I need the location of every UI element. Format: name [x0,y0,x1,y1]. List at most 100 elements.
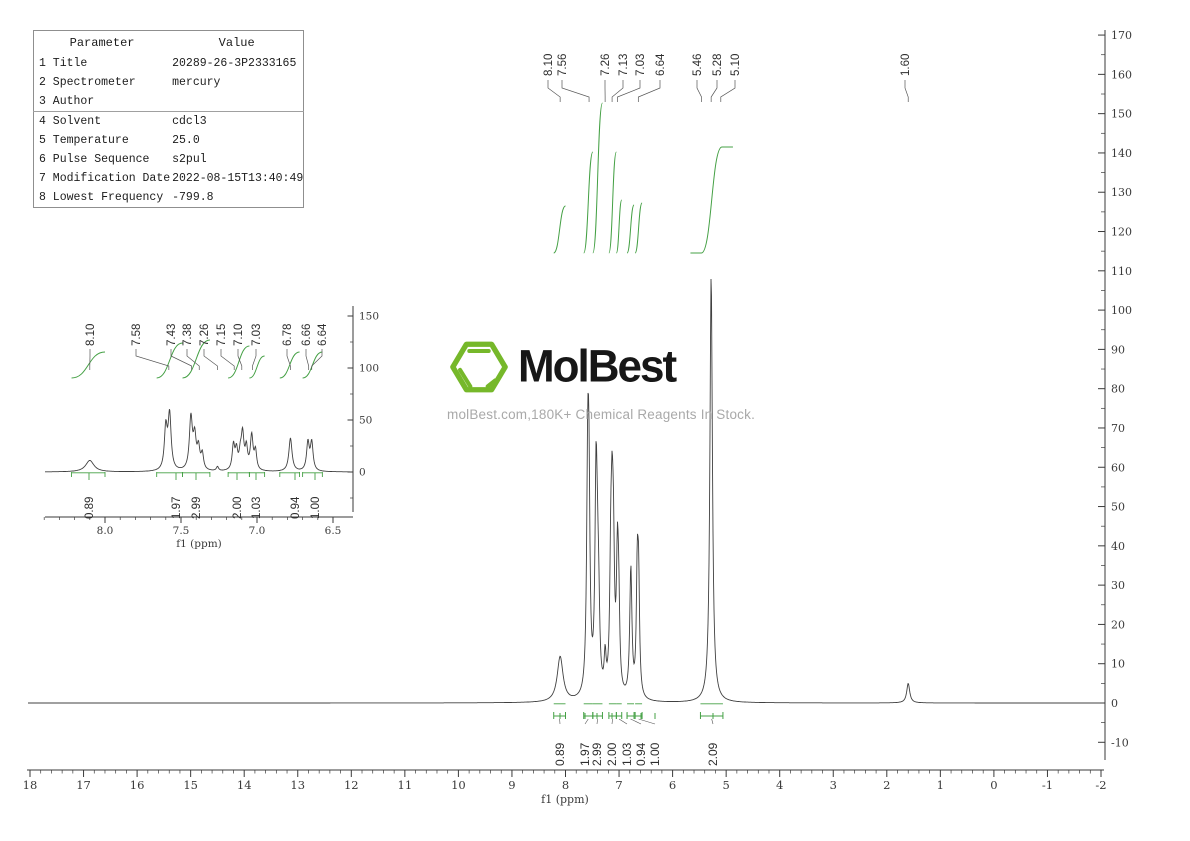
molbest-brand-text: MolBest [518,341,677,392]
main-x-tick-label: 14 [237,778,252,792]
main-integral-curve [690,146,733,254]
inset-spectrum-trace [45,409,350,473]
inset-peak-leader-line [311,349,323,370]
integral-leader-line [630,718,642,725]
main-integral-curve [626,204,635,254]
main-peak-leader-line [710,80,718,102]
inset-integral-label: 1.97 [171,497,183,519]
right-y-tick-label: 60 [1111,461,1125,474]
main-integral-label: 1.00 [648,742,662,766]
inset-y-tick-label: 100 [359,363,379,375]
param-name: 6 Pulse Sequence [39,153,150,166]
main-spectrum-trace [28,278,1100,704]
inset-integral-label: 0.89 [84,497,96,519]
main-peak-leader-line [561,80,590,102]
main-x-tick-label: 5 [722,778,729,792]
table-row: 6 Pulse Sequence s2pul [34,150,304,169]
right-y-tick-label: 110 [1111,265,1132,278]
main-peak-leader-line [547,80,561,102]
inset-peak-label: 6.78 [282,324,294,346]
main-peak-label: 7.03 [635,54,647,76]
right-y-tick-label: 120 [1111,226,1132,239]
inset-peak-leader-line [305,349,310,370]
right-y-tick-label: 50 [1111,501,1125,514]
inset-x-tick-label: 8.0 [97,525,114,537]
main-peak-label: 5.46 [692,54,704,76]
inset-peak-label: 7.26 [199,324,211,346]
inset-x-tick-label: 7.0 [249,525,266,537]
main-integral-label: 1.97 [578,742,592,766]
param-value: 25.0 [172,134,200,147]
main-x-tick-label: 10 [451,778,466,792]
table-row: 5 Temperature 25.0 [34,131,304,150]
inset-peak-leader-line [286,349,291,370]
integral-leader-line [611,718,613,725]
main-peak-leader-line [611,80,624,102]
param-name: 2 Spectrometer [39,76,136,89]
inset-integral-label: 1.03 [251,497,263,519]
main-peak-leader-line [904,80,909,102]
inset-integral-label: 0.94 [290,496,302,519]
param-value: cdcl3 [170,111,304,131]
main-integral-curve [592,102,603,254]
param-value: 20289-26-3P2333165 [172,57,297,70]
table-row: 3 Author [34,92,304,112]
parameter-table-header: Parameter Value [34,31,304,55]
right-y-tick-label: 10 [1111,658,1125,671]
inset-peak-leader-line [186,349,200,370]
param-name: 5 Temperature [39,134,129,147]
main-integral-curve [634,202,643,254]
main-integral-label: 0.89 [553,742,567,766]
integral-leader-line [584,718,589,725]
inset-integral-curve [71,351,106,379]
inset-peak-label: 6.66 [301,324,313,346]
inset-integral-label: 2.00 [232,497,244,519]
inset-peak-label: 7.10 [233,324,245,346]
inset-integral-label: 2.99 [191,497,203,519]
table-row: 4 Solvent cdcl3 [33,111,304,131]
molbest-tagline: molBest.com,180K+ Chemical Reagents In S… [447,407,756,422]
right-y-tick-label: 40 [1111,540,1125,553]
inset-integral-curve [279,351,300,379]
inset-peak-label: 7.58 [131,324,143,346]
inset-x-tick-label: 6.5 [325,525,342,537]
inset-x-axis-title: f1 (ppm) [176,538,222,550]
inset-peak-label: 7.15 [216,324,228,346]
main-integral-label: 1.03 [620,742,634,766]
main-integral-curve [553,205,566,254]
main-x-tick-label: 0 [990,778,997,792]
param-value: 2022-08-15T13:40:49 [172,172,304,185]
right-y-tick-label: 160 [1111,68,1132,81]
param-name: 8 Lowest Frequency [39,191,164,204]
main-x-tick-label: 13 [290,778,305,792]
inset-peak-leader-line [203,349,218,370]
inset-peak-leader-line [252,349,257,370]
inset-integral-curve [156,342,183,379]
inset-peak-leader-line [135,349,170,370]
main-x-tick-label: 3 [830,778,837,792]
param-value [170,92,304,112]
main-peak-leader-line [637,80,661,102]
param-value: -799.8 [172,191,214,204]
right-y-tick-label: 30 [1111,579,1125,592]
inset-peak-label: 8.10 [85,324,97,346]
main-x-tick-label: 4 [776,778,783,792]
right-y-tick-label: 0 [1111,697,1118,710]
inset-peak-leader-line [237,349,243,370]
main-x-tick-label: 16 [130,778,145,792]
main-integral-curve [583,151,594,254]
main-x-tick-label: 6 [669,778,676,792]
table-row: 1 Title 20289-26-3P2333165 [34,54,304,73]
main-integral-curve [615,199,623,254]
main-peak-label: 8.10 [543,54,555,76]
main-integral-label: 2.99 [590,742,604,766]
inset-integral-label: 1.00 [310,497,322,519]
inset-y-tick-label: 0 [359,467,366,479]
param-header: Parameter [69,36,135,50]
param-name: 1 Title [39,57,88,70]
main-x-tick-label: 17 [76,778,91,792]
table-row: 7 Modification Date 2022-08-15T13:40:49 [34,169,304,188]
main-integral-label: 2.00 [605,742,619,766]
main-integral-label: 2.09 [706,742,720,766]
main-x-tick-label: 7 [615,778,622,792]
